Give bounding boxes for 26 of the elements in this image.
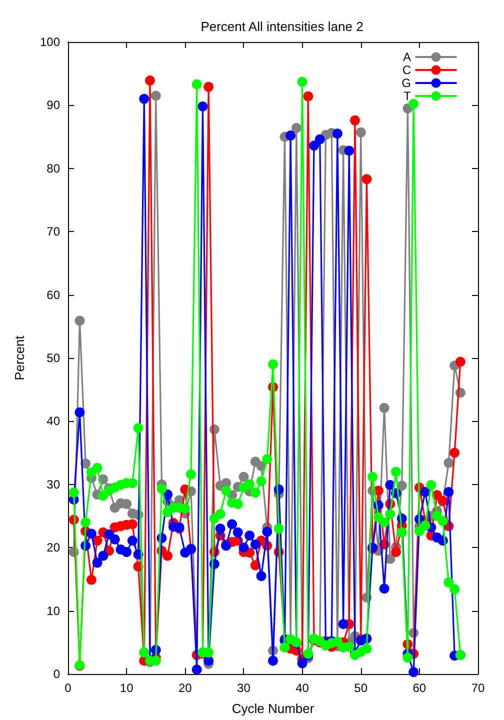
x-tick-label: 40 — [296, 681, 310, 695]
x-tick-label: 20 — [178, 681, 192, 695]
y-axis-title: Percent — [12, 335, 27, 380]
x-tick-label: 70 — [471, 681, 485, 695]
y-tick-label: 100 — [40, 35, 60, 49]
x-tick-label: 50 — [354, 681, 368, 695]
legend-label: T — [404, 89, 412, 103]
x-tick-label: 0 — [64, 681, 72, 695]
legend-label: C — [402, 63, 412, 77]
x-tick-label: 30 — [237, 681, 251, 695]
x-tick-label: 60 — [412, 681, 426, 695]
y-tick-label: 60 — [46, 288, 60, 302]
y-tick-label: 50 — [46, 351, 60, 365]
y-tick-label: 80 — [46, 161, 60, 176]
y-tick-label: 10 — [46, 604, 60, 618]
y-tick-label: 40 — [46, 414, 60, 428]
y-tick-label: 0 — [53, 667, 60, 681]
x-tick-label: 10 — [120, 681, 134, 695]
chart-title: Percent All intensities lane 2 — [200, 19, 364, 34]
y-tick-label: 70 — [46, 224, 60, 239]
y-tick-label: 30 — [46, 477, 60, 492]
legend-label: A — [402, 50, 411, 64]
y-tick-label: 20 — [46, 540, 60, 555]
legend-label: G — [402, 76, 411, 90]
y-tick-label: 90 — [46, 98, 60, 112]
x-axis-title: Cycle Number — [232, 701, 315, 716]
